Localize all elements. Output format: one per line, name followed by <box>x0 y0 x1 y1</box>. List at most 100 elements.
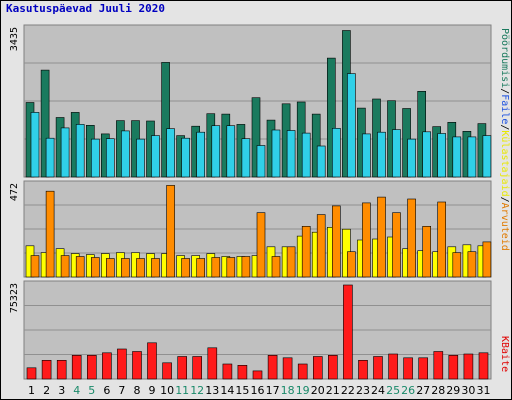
bar-middle-arvuteid-day-17 <box>271 256 281 278</box>
bar-top-faile-day-16 <box>256 145 266 178</box>
bar-top-faile-day-27 <box>422 131 432 178</box>
right-legend-part-2: Faile <box>499 94 510 124</box>
x-tick-label-17: 17 <box>266 384 280 397</box>
bar-top-faile-day-18 <box>286 130 296 178</box>
bar-middle-arvuteid-day-10 <box>166 185 175 278</box>
bar-top-faile-day-23 <box>362 133 371 178</box>
right-legend-part-1: / <box>499 88 510 94</box>
bar-bottom-kbaite-day-27 <box>418 357 429 380</box>
bar-middle-arvuteid-day-1 <box>30 255 40 278</box>
bar-middle-arvuteid-day-27 <box>422 226 432 278</box>
x-tick-label-8: 8 <box>134 384 141 397</box>
bar-top-faile-day-13 <box>211 125 221 178</box>
bar-top-faile-day-2 <box>45 137 55 178</box>
bar-middle-arvuteid-day-16 <box>256 212 266 278</box>
x-tick-label-27: 27 <box>416 384 430 397</box>
bar-middle-arvuteid-day-14 <box>226 257 236 278</box>
bar-middle-arvuteid-day-13 <box>211 257 221 278</box>
bar-middle-arvuteid-day-12 <box>196 258 205 278</box>
x-tick-label-18: 18 <box>281 384 295 397</box>
x-tick-label-5: 5 <box>88 384 95 397</box>
right-legend-top: Pöördumisi/Faile/Külastajaid/Arvuteid <box>499 28 510 251</box>
bar-bottom-kbaite-day-20 <box>312 356 323 380</box>
x-tick-label-30: 30 <box>461 384 475 397</box>
bar-bottom-kbaite-day-17 <box>267 354 278 380</box>
bar-middle-arvuteid-day-18 <box>286 246 296 278</box>
x-tick-label-7: 7 <box>118 384 125 397</box>
bar-bottom-kbaite-day-18 <box>282 357 293 380</box>
bar-middle-arvuteid-day-15 <box>241 256 251 278</box>
bar-top-faile-day-19 <box>301 132 311 178</box>
x-tick-label-10: 10 <box>160 384 174 397</box>
x-tick-label-25: 25 <box>386 384 400 397</box>
panel-middle-ymax-label: 472 <box>9 183 20 201</box>
bar-top-faile-day-14 <box>226 125 236 178</box>
x-tick-label-24: 24 <box>371 384 385 397</box>
bar-middle-arvuteid-day-6 <box>106 258 115 278</box>
bar-top-faile-day-1 <box>30 112 40 178</box>
bar-middle-arvuteid-day-31 <box>482 241 492 278</box>
x-tick-label-2: 2 <box>43 384 50 397</box>
bar-top-pöördumisi-day-10 <box>161 62 170 178</box>
bar-middle-arvuteid-day-28 <box>437 201 447 278</box>
bar-middle-arvuteid-day-22 <box>347 251 356 278</box>
bar-bottom-kbaite-day-6 <box>102 352 112 380</box>
bar-top-faile-day-21 <box>331 128 341 178</box>
bar-top-faile-day-11 <box>181 137 190 178</box>
bar-middle-arvuteid-day-20 <box>316 214 326 278</box>
bar-top-faile-day-26 <box>407 138 416 178</box>
bar-bottom-kbaite-day-29 <box>448 354 459 380</box>
bar-top-pöördumisi-day-20 <box>311 113 321 178</box>
bar-top-pöördumisi-day-16 <box>251 97 261 178</box>
bar-bottom-kbaite-day-13 <box>207 347 218 380</box>
right-legend-part-0: Pöördumisi <box>499 28 510 88</box>
x-tick-label-3: 3 <box>58 384 65 397</box>
bar-bottom-kbaite-day-28 <box>433 351 444 380</box>
bar-top-faile-day-5 <box>91 138 100 178</box>
x-tick-label-11: 11 <box>175 384 189 397</box>
bar-middle-arvuteid-day-19 <box>301 226 311 278</box>
x-tick-label-13: 13 <box>205 384 219 397</box>
x-tick-label-4: 4 <box>73 384 80 397</box>
bar-bottom-kbaite-day-26 <box>403 357 413 380</box>
bar-bottom-kbaite-day-15 <box>237 364 248 380</box>
x-tick-label-16: 16 <box>251 384 265 397</box>
bar-middle-arvuteid-day-8 <box>136 258 145 278</box>
bar-top-faile-day-17 <box>271 129 281 178</box>
bar-top-faile-day-20 <box>316 145 326 178</box>
x-tick-label-9: 9 <box>149 384 156 397</box>
right-legend-part-3: / <box>499 124 510 130</box>
bar-middle-arvuteid-day-30 <box>467 251 477 278</box>
x-tick-label-12: 12 <box>190 384 204 397</box>
x-tick-label-29: 29 <box>446 384 460 397</box>
x-tick-label-22: 22 <box>341 384 355 397</box>
bar-bottom-kbaite-day-3 <box>56 359 67 380</box>
right-legend-part-4: Külastajaid <box>499 130 510 196</box>
bar-top-faile-day-4 <box>75 124 85 178</box>
bar-bottom-kbaite-day-30 <box>463 353 474 380</box>
right-legend-part-6: Arvuteid <box>499 203 510 251</box>
bar-bottom-kbaite-day-19 <box>297 363 308 380</box>
bar-bottom-kbaite-day-24 <box>373 356 383 380</box>
x-tick-label-26: 26 <box>401 384 415 397</box>
bar-top-faile-day-31 <box>482 135 492 178</box>
bar-bottom-kbaite-day-21 <box>327 354 338 380</box>
bar-middle-arvuteid-day-11 <box>181 258 190 278</box>
x-tick-label-15: 15 <box>235 384 249 397</box>
bar-middle-arvuteid-day-24 <box>377 196 386 278</box>
bar-bottom-kbaite-day-11 <box>177 356 187 380</box>
bar-bottom-kbaite-day-31 <box>478 352 489 380</box>
bar-bottom-kbaite-day-5 <box>87 354 97 380</box>
bar-top-faile-day-10 <box>166 128 175 178</box>
bar-bottom-kbaite-day-23 <box>358 359 368 380</box>
bar-top-pöördumisi-day-2 <box>40 69 50 178</box>
bar-middle-arvuteid-day-21 <box>331 205 341 278</box>
bar-middle-arvuteid-day-7 <box>121 258 130 278</box>
bar-middle-arvuteid-day-5 <box>91 257 100 278</box>
right-legend-bottom: KBaite <box>499 336 510 372</box>
bar-top-faile-day-3 <box>60 127 70 178</box>
bar-top-faile-day-29 <box>452 136 462 178</box>
x-tick-label-6: 6 <box>103 384 110 397</box>
x-tick-label-21: 21 <box>326 384 340 397</box>
